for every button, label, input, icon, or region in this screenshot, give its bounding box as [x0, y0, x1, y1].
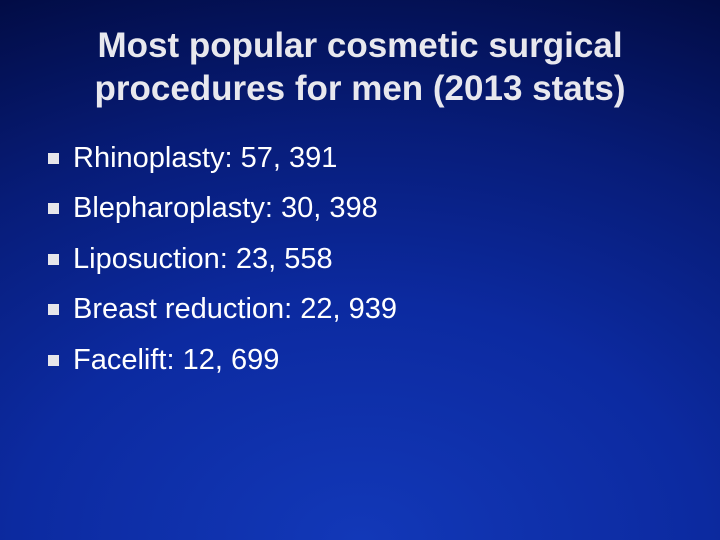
- bullet-text: Blepharoplasty: 30, 398: [73, 192, 378, 225]
- bullet-list: Rhinoplasty: 57, 391 Blepharoplasty: 30, …: [48, 133, 397, 386]
- title-line: procedures for men (2013 stats): [94, 69, 626, 108]
- bullet-item: Blepharoplasty: 30, 398: [48, 184, 397, 235]
- bullet-marker: [48, 152, 59, 164]
- bullet-text: Facelift: 12, 699: [73, 343, 280, 376]
- bullet-marker: [48, 354, 59, 366]
- title-line: Most popular cosmetic surgical: [97, 26, 623, 65]
- bullet-text: Rhinoplasty: 57, 391: [73, 141, 338, 174]
- bullet-marker: [48, 203, 59, 215]
- bullet-item: Facelift: 12, 699: [48, 335, 397, 386]
- bullet-item: Breast reduction: 22, 939: [48, 285, 397, 336]
- bullet-marker: [48, 304, 59, 316]
- bullet-item: Rhinoplasty: 57, 391: [48, 133, 397, 184]
- slide-title: Most popular cosmetic surgical procedures…: [0, 24, 720, 110]
- bullet-item: Liposuction: 23, 558: [48, 234, 397, 285]
- bullet-marker: [48, 253, 59, 265]
- bullet-text: Liposuction: 23, 558: [73, 242, 333, 275]
- bullet-text: Breast reduction: 22, 939: [73, 293, 398, 326]
